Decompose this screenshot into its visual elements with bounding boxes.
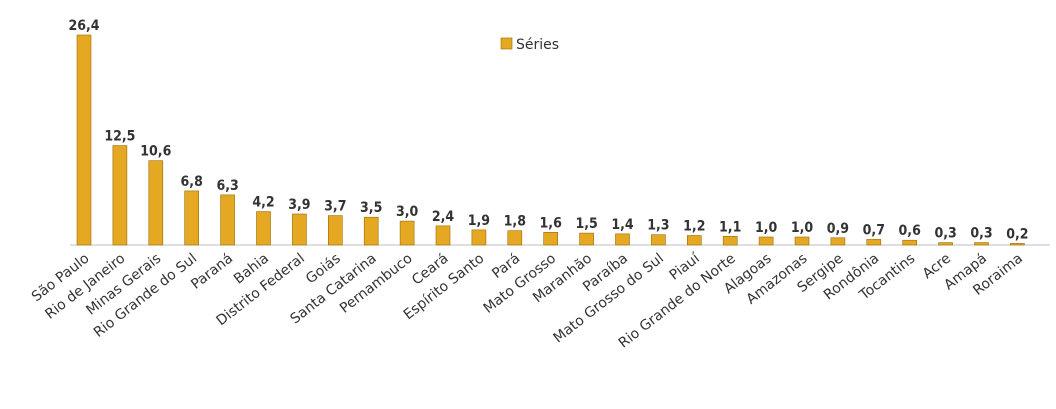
legend: Séries xyxy=(500,37,559,53)
value-label-goias: 3,7 xyxy=(324,199,346,215)
value-labels: 26,4 12,5 10,6 6,8 6,3 4,2 3,9 3,7 3,5 3,0 2,4 1,9 1… xyxy=(68,18,1028,242)
value-label-acre: 0,3 xyxy=(934,226,956,242)
bar-mato-grosso-do-sul xyxy=(651,234,666,246)
bar-rio-grande-do-norte xyxy=(722,236,738,246)
bar-amapa xyxy=(974,242,989,246)
bar-santa-catarina xyxy=(363,216,379,246)
value-label-paraiba: 1,4 xyxy=(611,217,634,233)
value-label-tocantins: 0,6 xyxy=(899,223,922,239)
bar-roraima xyxy=(1010,243,1025,246)
value-label-alagoas: 1,0 xyxy=(755,220,778,236)
value-label-mato-grosso: 1,6 xyxy=(540,215,563,231)
bar-goias xyxy=(327,215,343,246)
value-label-rondonia: 0,7 xyxy=(863,222,885,238)
bar-espirito-santo xyxy=(471,229,487,246)
bar-mato-grosso xyxy=(543,232,559,246)
value-label-pernambuco: 3,0 xyxy=(396,204,419,220)
bar-paraiba xyxy=(615,233,630,246)
value-label-sao-paulo: 26,4 xyxy=(68,18,99,34)
category-label-parana: Paraná xyxy=(188,251,236,293)
value-label-bahia: 4,2 xyxy=(252,195,274,211)
bar-bahia xyxy=(256,211,271,246)
bar-acre xyxy=(938,242,953,246)
value-label-rio-grande-do-norte: 1,1 xyxy=(719,219,741,235)
value-label-espirito-santo: 1,9 xyxy=(468,213,490,229)
value-label-ceara: 2,4 xyxy=(432,209,455,225)
bar-tocantins xyxy=(902,239,918,246)
bar-parana xyxy=(220,194,235,246)
bar-minas-gerais xyxy=(148,160,164,246)
bar-sergipe xyxy=(830,237,846,246)
value-label-amapa: 0,3 xyxy=(970,226,992,242)
bar-rio-grande-do-sul xyxy=(184,190,199,246)
bar-rondonia xyxy=(866,239,882,246)
value-label-para: 1,8 xyxy=(504,214,526,230)
bar-ceara xyxy=(435,225,451,246)
value-label-roraima: 0,2 xyxy=(1006,226,1028,242)
legend-swatch xyxy=(500,37,513,50)
value-label-piaui: 1,2 xyxy=(683,219,705,235)
value-label-distrito-federal: 3,9 xyxy=(288,197,310,213)
bar-amazonas xyxy=(794,236,810,246)
bar-alagoas xyxy=(758,236,774,246)
bar-distrito-federal xyxy=(292,213,307,246)
value-label-maranhao: 1,5 xyxy=(575,216,597,232)
value-label-rio-grande-do-sul: 6,8 xyxy=(181,174,203,190)
bar-piaui xyxy=(686,235,702,246)
bar-pernambuco xyxy=(399,220,415,246)
value-label-sergipe: 0,9 xyxy=(827,221,849,237)
value-label-santa-catarina: 3,5 xyxy=(360,200,382,216)
value-label-mato-grosso-do-sul: 1,3 xyxy=(647,218,669,234)
value-label-minas-gerais: 10,6 xyxy=(140,144,171,160)
bar-rio-de-janeiro xyxy=(112,145,128,246)
value-label-amazonas: 1,0 xyxy=(791,220,814,236)
value-label-parana: 6,3 xyxy=(216,178,238,194)
bars xyxy=(76,34,1025,246)
value-label-rio-de-janeiro: 12,5 xyxy=(104,129,135,145)
bar-para xyxy=(507,230,523,246)
bar-sao-paulo xyxy=(76,34,92,246)
legend-label: Séries xyxy=(516,37,559,53)
bar-maranhao xyxy=(579,232,594,246)
